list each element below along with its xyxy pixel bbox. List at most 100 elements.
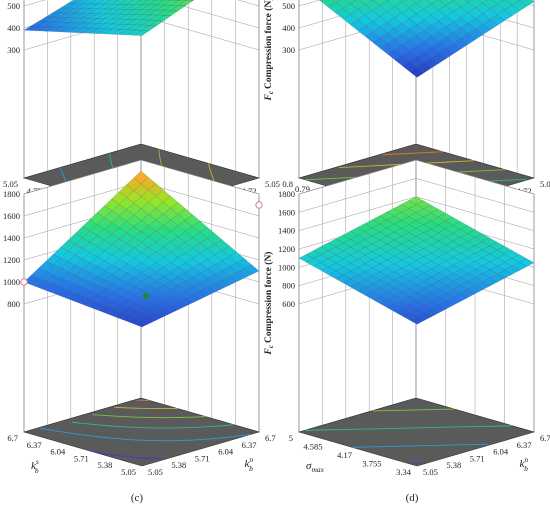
y-tick-label: 6.7 bbox=[7, 433, 18, 443]
surface-patch bbox=[96, 13, 113, 19]
surface-patch bbox=[134, 320, 150, 328]
surface-patch bbox=[82, 13, 99, 19]
y-axis-label-sup: s bbox=[36, 457, 39, 466]
z-tick-label: 800 bbox=[7, 299, 20, 309]
floor-contour bbox=[372, 408, 455, 412]
y-tick-label: 5.38 bbox=[98, 460, 113, 470]
surface-patch bbox=[97, 305, 113, 314]
surface-patch bbox=[89, 8, 106, 14]
surface-patch bbox=[394, 44, 410, 56]
surface-patch bbox=[409, 316, 425, 325]
surface-patch bbox=[89, 28, 106, 34]
surface-patch bbox=[170, 5, 187, 11]
y-tick-label: 5 bbox=[289, 433, 293, 443]
surface-patch bbox=[386, 239, 403, 249]
floor-contour bbox=[91, 450, 164, 460]
surface-patch bbox=[74, 12, 91, 19]
surface-patch bbox=[82, 252, 98, 264]
x-tick-label: 5.05 bbox=[148, 467, 163, 477]
surface-patch bbox=[372, 279, 388, 288]
surface-patch bbox=[111, 203, 127, 217]
surface-patch bbox=[518, 0, 521, 1]
surface-patch bbox=[451, 0, 455, 2]
z-tick-label: 500 bbox=[7, 1, 20, 11]
floor-contour bbox=[305, 425, 513, 431]
x-tick-label: 5.71 bbox=[470, 453, 485, 463]
chart-panel: 300400500600700800FcCompression force (N… bbox=[263, 0, 550, 250]
z-tick-label: 400 bbox=[7, 23, 20, 33]
surface-patch bbox=[104, 23, 121, 30]
y-tick-label: 6.04 bbox=[50, 447, 66, 457]
surface-patch bbox=[89, 276, 106, 286]
optimum-marker bbox=[143, 293, 149, 299]
surface-patch bbox=[104, 210, 120, 223]
z-axis-symbol-sub: c bbox=[267, 91, 275, 94]
x-tick-label: 6.37 bbox=[517, 440, 532, 450]
x-axis-label-sup: n bbox=[249, 455, 253, 464]
surface-patch bbox=[82, 219, 98, 232]
surface-patch bbox=[75, 296, 91, 305]
x-axis-label-sub: b bbox=[249, 464, 253, 473]
z-tick-label: 800 bbox=[282, 281, 295, 291]
surface-patch bbox=[97, 239, 113, 251]
z-tick-label: 1800 bbox=[278, 189, 295, 199]
surface-patch bbox=[364, 10, 381, 22]
z-tick-label: 1600 bbox=[278, 207, 295, 217]
z-axis-text: Compression force (N) bbox=[263, 0, 274, 89]
x-tick-label: 5.38 bbox=[171, 460, 186, 470]
surface-patch bbox=[97, 270, 113, 281]
x-tick-label: 6.7 bbox=[540, 433, 550, 443]
surface-patch bbox=[67, 265, 84, 276]
panel-caption: (c) bbox=[131, 492, 144, 504]
z-tick-label: 500 bbox=[282, 1, 295, 11]
surface-patch bbox=[82, 262, 98, 273]
surface-patch bbox=[67, 244, 83, 256]
surface-patch bbox=[75, 27, 91, 34]
surface-patch bbox=[67, 0, 82, 4]
surface-patch bbox=[364, 0, 381, 11]
z-axis-symbol: F bbox=[264, 93, 274, 101]
surface-patch bbox=[119, 253, 135, 264]
surface-patch bbox=[104, 264, 120, 275]
z-tick-label: 400 bbox=[282, 23, 295, 33]
surface-patch bbox=[372, 255, 388, 264]
surface-patch bbox=[394, 2, 410, 14]
z-tick-label: 300 bbox=[282, 45, 295, 55]
x-axis-label-sub: b bbox=[524, 464, 528, 473]
surface-patch bbox=[177, 0, 194, 6]
z-axis-label: Fc Compression force (N) bbox=[263, 252, 275, 356]
x-tick-label: 5.38 bbox=[446, 460, 461, 470]
surface-patch bbox=[318, 0, 324, 2]
surface-patch bbox=[74, 226, 91, 238]
surface-patch bbox=[82, 27, 99, 34]
surface-patch bbox=[89, 246, 105, 257]
y-tick-label: 6.37 bbox=[27, 440, 42, 450]
z-tick-label: 1600 bbox=[3, 211, 20, 221]
design-point-marker bbox=[255, 201, 263, 209]
surface-patch bbox=[104, 8, 121, 15]
surface-patch bbox=[412, 0, 423, 4]
surface-patch bbox=[398, 0, 406, 3]
x-tick-label: 6.7 bbox=[265, 433, 276, 443]
surface-patch bbox=[126, 19, 143, 25]
y-axis-label-main: σ bbox=[306, 460, 312, 472]
y-tick-label: 0.79 bbox=[295, 184, 310, 194]
y-axis-label: σmax bbox=[306, 460, 325, 474]
z-axis-text: Compression force (N) bbox=[263, 252, 274, 343]
z-tick-label: 1200 bbox=[3, 255, 20, 265]
y-tick-label: 5.05 bbox=[3, 179, 18, 189]
surface-patch bbox=[133, 4, 150, 10]
surface-patch bbox=[82, 22, 99, 29]
surface-patch bbox=[97, 250, 113, 262]
chart-panel: 800 1000 1200 1400 1600 1800 Fc Compression for… bbox=[3, 159, 276, 504]
z-tick-label: 1400 bbox=[278, 226, 295, 236]
y-tick-label: 4.17 bbox=[337, 450, 352, 460]
z-axis-symbol-sub: c bbox=[267, 345, 275, 348]
surface-patch bbox=[111, 4, 128, 10]
surface-patch bbox=[345, 0, 357, 4]
surface-patch bbox=[386, 215, 402, 225]
y-axis-label-main: k bbox=[31, 460, 37, 472]
surface-patch bbox=[89, 13, 106, 19]
